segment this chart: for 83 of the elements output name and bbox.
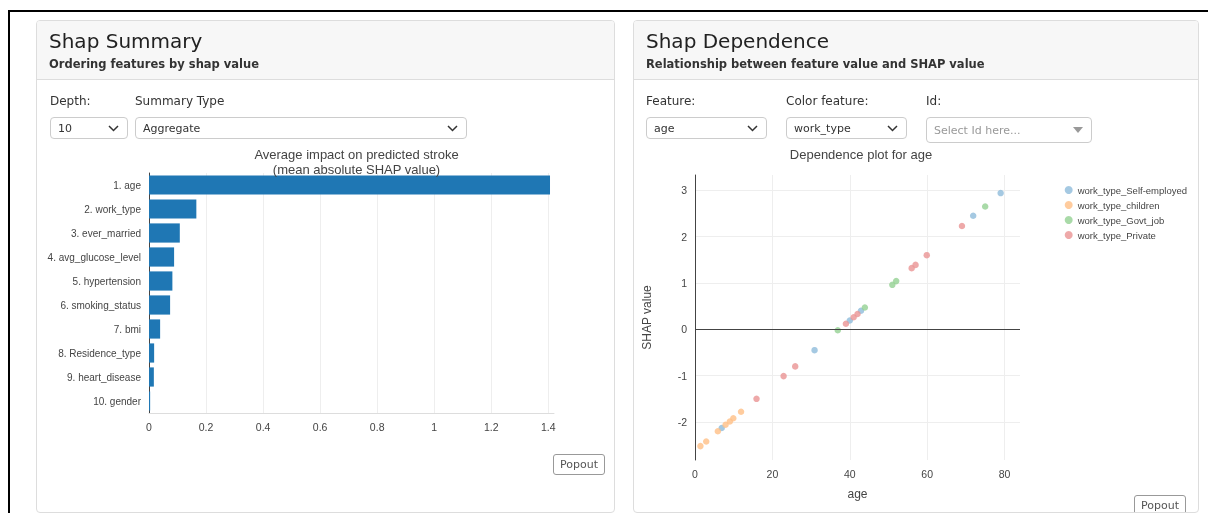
text: age: [654, 122, 675, 135]
x-tick-label: 0: [692, 467, 699, 480]
bar: [149, 247, 175, 267]
bar: [149, 175, 551, 195]
point: [722, 421, 729, 429]
chart-title: Shap Summary: [49, 28, 204, 53]
x-tick-label: 80: [998, 467, 1011, 480]
y-tick-label: 2. work_type: [84, 203, 142, 215]
y-tick-label: 4. avg_glucose_level: [47, 251, 141, 263]
text: Aggregate: [143, 122, 201, 135]
x-axis-title: age: [847, 487, 868, 501]
text: Select Id here...: [934, 124, 1021, 137]
x-tick-label: 1.4: [540, 420, 556, 433]
x-tick-label: 60: [921, 467, 934, 480]
bar: [149, 223, 180, 243]
point: [702, 438, 710, 445]
y-tick-label: 0: [681, 323, 688, 336]
point: [997, 189, 1004, 197]
y-tick-label: 3. ever_married: [70, 227, 141, 239]
text: Feature:: [646, 94, 696, 108]
y-tick-label: -1: [677, 369, 688, 382]
point: [811, 346, 818, 354]
text: work_type: [794, 122, 851, 135]
y-axis-title: SHAP value: [640, 284, 654, 350]
annotation: Average impact on predicted stroke (mean absolute SHAP value): [254, 147, 459, 177]
text: Summary Type: [135, 94, 225, 108]
point: [842, 320, 850, 327]
chart-title: Shap Dependence: [646, 28, 831, 53]
text: Popout: [1134, 495, 1186, 513]
bar: [149, 271, 173, 291]
x-tick-label: 0: [146, 420, 153, 433]
y-tick-label: 1. age: [113, 179, 142, 191]
x-tick-label: 0.8: [369, 420, 385, 433]
y-tick-label: 3: [681, 184, 688, 197]
x-tick-label: 0.6: [312, 420, 328, 433]
x-tick-label: 0.4: [255, 420, 271, 433]
text: Id:: [926, 94, 942, 108]
x-tick-label: 20: [766, 467, 779, 480]
y-tick-label: 7. bmi: [113, 323, 141, 335]
legend-label: work_type_Self-employed: [1076, 184, 1188, 196]
text: Depth:: [50, 94, 91, 108]
y-tick-label: 10. gender: [93, 395, 142, 407]
point: [912, 261, 919, 269]
point: [714, 428, 722, 435]
point: [854, 310, 861, 318]
chart-subtitle: Relationship between feature value and SHAP value: [646, 57, 986, 71]
text: Color feature:: [786, 94, 869, 108]
point: [958, 222, 966, 230]
bar: [149, 199, 197, 219]
point: [969, 212, 977, 220]
point: [780, 372, 787, 380]
point: [737, 408, 745, 416]
y-tick-label: 9. heart_disease: [67, 371, 142, 383]
point: [791, 363, 799, 370]
point: [861, 304, 869, 311]
text: Dependence plot for age: [789, 147, 933, 162]
bar: [149, 367, 154, 387]
point: [753, 395, 760, 403]
y-tick-label: 8. Residence_type: [58, 347, 142, 359]
bar: [149, 295, 171, 315]
x-tick-label: 1.2: [483, 420, 499, 433]
legend-label: work_type_children: [1076, 199, 1160, 211]
bar: [149, 343, 155, 363]
x-tick-label: 40: [843, 467, 856, 480]
point: [850, 314, 857, 321]
y-tick-label: 6. smoking_status: [60, 299, 141, 311]
point: [697, 442, 704, 450]
bar: [149, 319, 161, 339]
legend-label: work_type_Govt_job: [1076, 214, 1165, 226]
point: [730, 415, 737, 422]
chart-subtitle: Ordering features by shap value: [49, 57, 261, 71]
legend-label: work_type_Private: [1076, 229, 1156, 241]
x-tick-label: 0.2: [198, 420, 214, 433]
text: Popout: [553, 454, 605, 475]
point: [923, 251, 931, 259]
y-tick-label: 1: [681, 276, 688, 289]
y-tick-label: 2: [681, 230, 688, 243]
y-tick-label: -2: [677, 416, 688, 428]
point: [892, 277, 900, 285]
text: 10: [58, 122, 72, 135]
y-tick-label: 5. hypertension: [72, 275, 141, 287]
x-tick-label: 1: [431, 420, 438, 433]
point: [981, 203, 989, 210]
